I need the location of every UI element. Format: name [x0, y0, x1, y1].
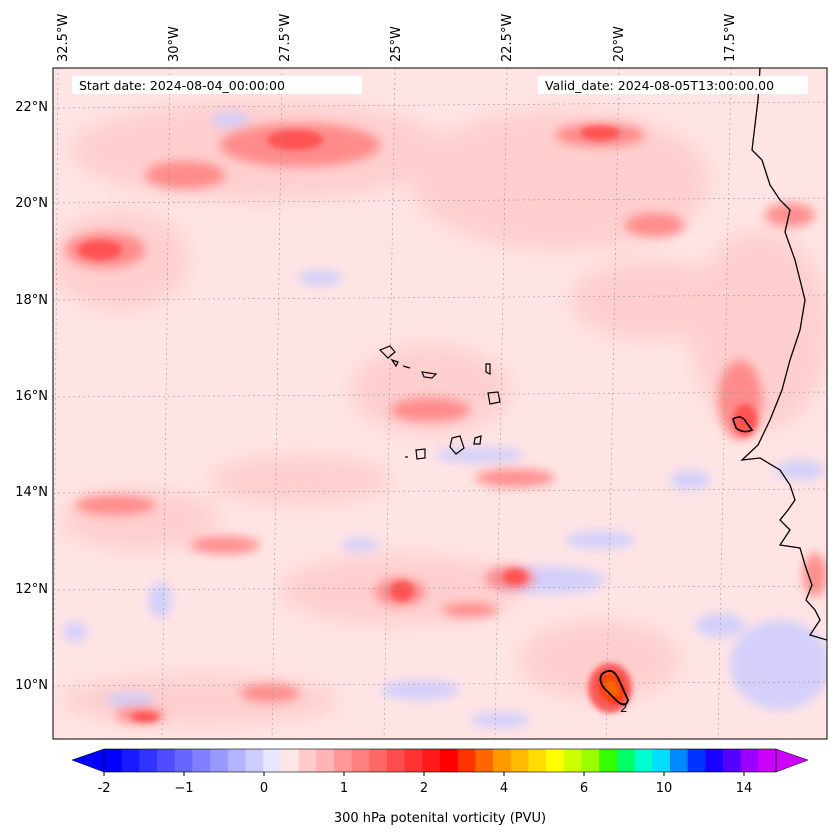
colorbar-segment: [687, 749, 706, 772]
colorbar-tick-label: 0: [260, 781, 268, 796]
colorbar-segment: [316, 749, 335, 772]
colorbar-segment: [104, 749, 123, 772]
colorbar-outline: [103, 748, 777, 773]
cape-verde-islands: [378, 345, 501, 460]
colorbar-segment: [722, 749, 742, 772]
colorbar-segment: [386, 749, 406, 772]
longitude-labels: 32.5°W 30°W 27.5°W 25°W 22.5°W 20°W 17.5…: [56, 14, 738, 62]
colorbar-segment: [333, 749, 352, 772]
colorbar-segment: [669, 749, 688, 772]
colorbar-extend-high: [775, 748, 809, 773]
colorbar-tick-label: 6: [580, 781, 588, 796]
lon-label: 17.5°W: [723, 14, 738, 62]
colorbar-segment: [510, 749, 529, 772]
colorbar-tick-label: -2: [98, 781, 111, 796]
lat-label: 14°N: [15, 485, 48, 500]
africa-coastline: [740, 68, 827, 641]
colorbar-segment: [121, 749, 140, 772]
valid-date-label: Valid_date: 2024-08-05T13:00:00.00: [545, 78, 774, 93]
lat-label: 16°N: [15, 389, 48, 404]
colorbar-segment: [581, 749, 600, 772]
colorbar-segment: [740, 749, 759, 772]
colorbar-segment: [493, 749, 512, 772]
lat-label: 22°N: [15, 100, 48, 115]
colorbar-segment: [298, 749, 317, 772]
lat-label: 12°N: [15, 582, 48, 597]
colorbar-segment: [139, 749, 158, 772]
colorbar-tick-label: 1: [340, 781, 348, 796]
lon-label: 22.5°W: [500, 14, 515, 62]
colorbar-tick-label: 10: [656, 781, 673, 796]
colorbar-segment: [263, 749, 282, 772]
lat-label: 10°N: [15, 678, 48, 693]
map-frame: [52, 67, 828, 740]
colorbar-segment: [457, 749, 476, 772]
lon-label: 32.5°W: [56, 14, 71, 62]
colorbar-segment: [758, 749, 777, 772]
colorbar-segment: [616, 749, 635, 772]
colorbar-tick-label: 14: [736, 781, 753, 796]
colorbar-segment: [210, 749, 229, 772]
lat-label: 18°N: [15, 293, 48, 308]
pv-field: 2: [53, 68, 827, 739]
colorbar-extend-low: [71, 748, 105, 773]
colorbar-segment: [528, 749, 547, 772]
pv-contour-2-coast: [732, 416, 754, 433]
colorbar-segment: [652, 749, 671, 772]
colorbar-tick-label: 4: [500, 781, 508, 796]
colorbar-segment: [705, 749, 724, 772]
colorbar-segment: [351, 749, 370, 772]
colorbar-segment: [245, 749, 264, 772]
colorbar-segment: [369, 749, 388, 772]
latitude-labels: 22°N 20°N 18°N 16°N 14°N 12°N 10°N: [15, 100, 48, 693]
lon-label: 30°W: [167, 26, 182, 62]
colorbar-segment: [475, 749, 494, 772]
colorbar-segment: [422, 749, 441, 772]
colorbar-segment: [174, 749, 193, 772]
colorbar-segment: [563, 749, 582, 772]
lat-label: 20°N: [15, 196, 48, 211]
colorbar-segment: [599, 749, 618, 772]
lon-label: 27.5°W: [278, 14, 293, 62]
colorbar-segment: [440, 749, 459, 772]
colorbar-segment: [280, 749, 299, 772]
colorbar-segment: [157, 749, 176, 772]
start-date-label: Start date: 2024-08-04_00:00:00: [79, 78, 285, 93]
colorbar-segment: [634, 749, 653, 772]
colorbar-segment: [546, 749, 565, 772]
pv-contour-2-south: [599, 669, 629, 706]
contour-value-label: 2: [620, 701, 628, 715]
colorbar-segment: [192, 749, 211, 772]
colorbar-segment: [404, 749, 423, 772]
start-date-box: [72, 76, 362, 94]
colorbar-tick-label: −1: [174, 781, 193, 796]
lon-label: 25°W: [389, 26, 404, 62]
colorbar-ticks: -2 −1 0 1 2 4 6 10 14: [98, 772, 753, 796]
colorbar-title: 300 hPa potenital vorticity (PVU): [334, 811, 546, 826]
lon-label: 20°W: [612, 26, 627, 62]
graticule: [53, 68, 827, 739]
colorbar-segment: [227, 749, 246, 772]
colorbar-segments: [104, 749, 777, 772]
colorbar-tick-label: 2: [420, 781, 428, 796]
colorbar: -2 −1 0 1 2 4 6 10 14 300 hPa potenital vorticit…: [71, 748, 809, 826]
valid-date-box: [538, 76, 808, 94]
